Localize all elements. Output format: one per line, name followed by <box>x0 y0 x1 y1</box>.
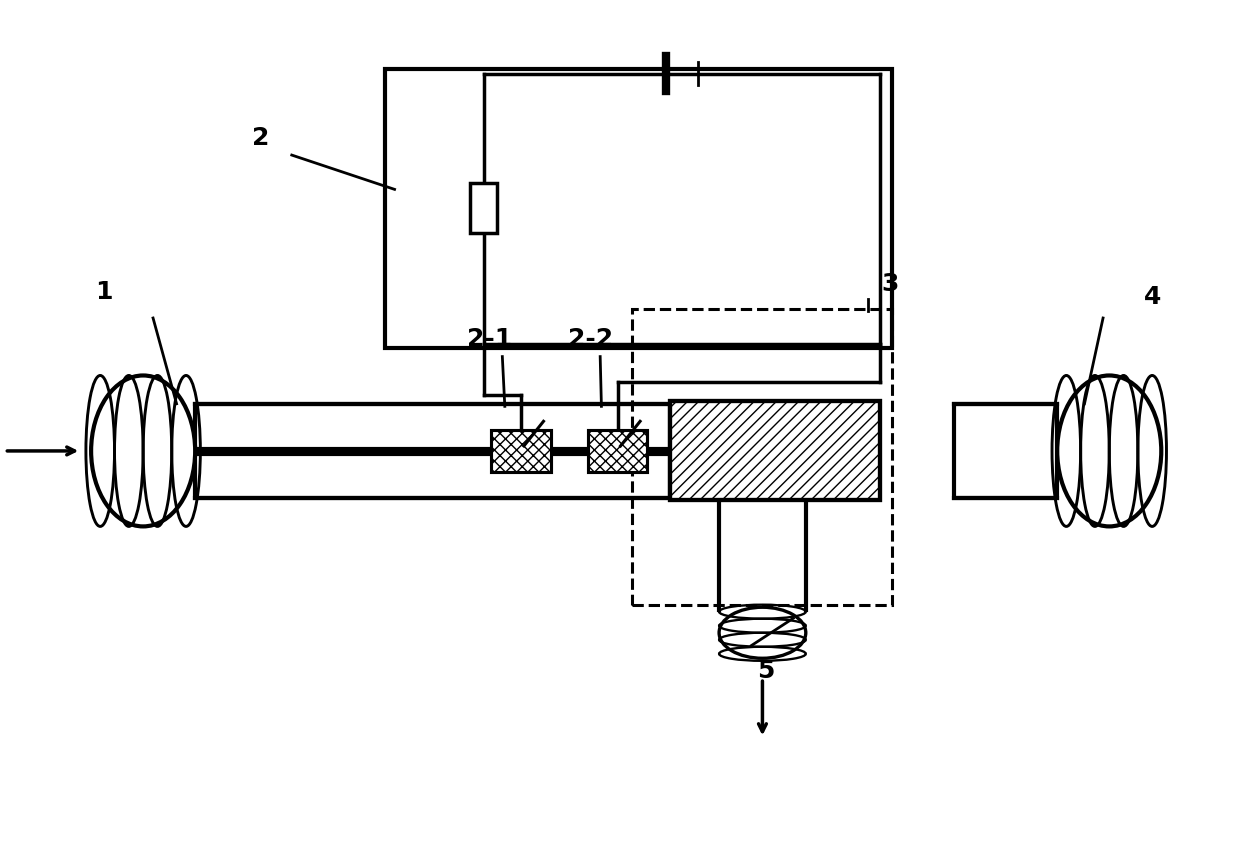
Bar <box>632 309 893 606</box>
Bar <box>670 401 880 501</box>
Ellipse shape <box>1058 375 1162 527</box>
Ellipse shape <box>91 375 195 527</box>
Text: 2-1: 2-1 <box>467 327 512 351</box>
Bar <box>588 430 647 472</box>
Text: 2: 2 <box>252 126 269 150</box>
Ellipse shape <box>719 607 806 658</box>
Bar <box>470 183 497 233</box>
Bar <box>491 430 551 472</box>
Bar <box>588 430 647 472</box>
Text: 2-2: 2-2 <box>568 327 613 351</box>
Text: 5: 5 <box>758 660 775 684</box>
Bar <box>195 404 670 498</box>
Bar <box>670 401 880 501</box>
Text: 4: 4 <box>1145 284 1162 308</box>
Text: 3: 3 <box>882 271 899 295</box>
Bar <box>384 70 893 348</box>
Text: 1: 1 <box>94 280 113 304</box>
Bar <box>955 404 1058 498</box>
Bar <box>491 430 551 472</box>
